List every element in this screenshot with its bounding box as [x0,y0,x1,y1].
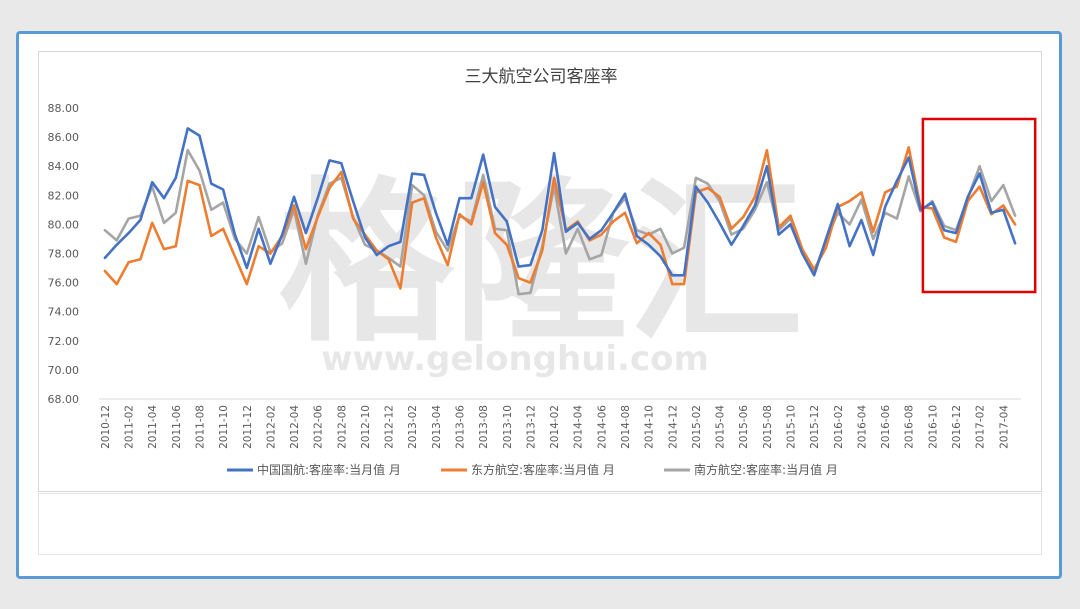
highlight-layer [921,117,1037,294]
x-tick-label: 2016-12 [951,405,963,449]
footer-band [38,493,1042,555]
x-tick-label: 2011-10 [218,405,230,449]
x-tick-label: 2015-02 [691,405,703,449]
y-tick-label: 80.00 [48,218,80,231]
series-line-2 [103,148,1017,296]
x-tick-label: 2016-04 [856,405,868,449]
x-tick-label: 2015-12 [809,405,821,449]
x-tick-label: 2017-02 [975,405,987,449]
x-tick-label: 2012-04 [289,405,301,449]
x-tick-label: 2013-12 [525,405,537,449]
x-axis: 2010-12 2011-02 2011-04 2011-06 2011-08 2011-… [99,398,1021,449]
x-tick-label: 2012-02 [265,405,277,449]
chart-card: 格隆汇 www.gelonghui.com 三大航空公司客座率 68.00 70.… [38,51,1042,492]
x-tick-label: 2012-12 [384,405,396,449]
y-tick-label: 74.00 [48,306,80,319]
watermark-url: www.gelonghui.com [321,339,709,379]
x-tick-label: 2017-04 [998,405,1010,449]
y-tick-label: 76.00 [48,277,80,290]
y-tick-label: 72.00 [48,335,80,348]
y-tick-label: 68.00 [48,393,80,406]
x-tick-label: 2012-06 [313,405,325,449]
x-tick-label: 2014-04 [573,405,585,449]
x-tick-label: 2010-12 [100,405,112,449]
legend: 中国国航:客座率:当月值 月 东方航空:客座率:当月值 月 南方航空:客座率:当月值… [227,462,838,477]
y-tick-label: 70.00 [48,364,80,377]
series-layer [103,127,1017,296]
x-tick-label: 2014-06 [596,405,608,449]
highlight-box [921,117,1037,294]
x-tick-label: 2015-04 [715,405,727,449]
y-tick-label: 84.00 [48,160,80,173]
x-tick-label: 2015-06 [738,405,750,449]
legend-label-1: 东方航空:客座率:当月值 月 [471,462,615,477]
x-tick-label: 2014-12 [667,405,679,449]
x-tick-label: 2016-08 [904,405,916,449]
x-tick-label: 2013-02 [407,405,419,449]
x-tick-label: 2013-08 [478,405,490,449]
y-tick-label: 88.00 [48,102,80,115]
x-tick-label: 2013-06 [455,405,467,449]
watermark-logo: 格隆汇 [279,163,804,366]
legend-label-0: 中国国航:客座率:当月值 月 [257,462,401,477]
x-tick-label: 2012-10 [360,405,372,449]
chart-title: 三大航空公司客座率 [465,67,618,87]
x-tick-label: 2011-06 [171,405,183,449]
x-tick-label: 2014-02 [549,405,561,449]
x-tick-label: 2016-10 [927,405,939,449]
x-tick-label: 2013-04 [431,405,443,449]
y-tick-label: 82.00 [48,189,80,202]
x-tick-label: 2012-08 [336,405,348,449]
y-tick-label: 86.00 [48,131,80,144]
y-axis: 68.00 70.00 72.00 74.00 76.00 78.00 80.00 82.00… [48,102,80,406]
x-tick-label: 2015-10 [786,405,798,449]
x-tick-label: 2016-02 [833,405,845,449]
x-tick-label: 2014-10 [644,405,656,449]
line-chart: 格隆汇 www.gelonghui.com 三大航空公司客座率 68.00 70.… [48,67,1037,477]
y-tick-label: 78.00 [48,248,80,261]
x-tick-label: 2011-04 [147,405,159,449]
x-tick-label: 2013-10 [502,405,514,449]
x-tick-label: 2011-02 [124,405,136,449]
series-line-0 [103,127,1017,277]
watermark: 格隆汇 www.gelonghui.com [279,163,804,379]
series-line-1 [103,146,1017,290]
x-tick-label: 2016-06 [880,405,892,449]
x-tick-label: 2014-08 [620,405,632,449]
legend-label-2: 南方航空:客座率:当月值 月 [694,462,838,477]
x-tick-label: 2011-12 [242,405,254,449]
x-tick-label: 2011-08 [194,405,206,449]
x-tick-label: 2015-08 [762,405,774,449]
